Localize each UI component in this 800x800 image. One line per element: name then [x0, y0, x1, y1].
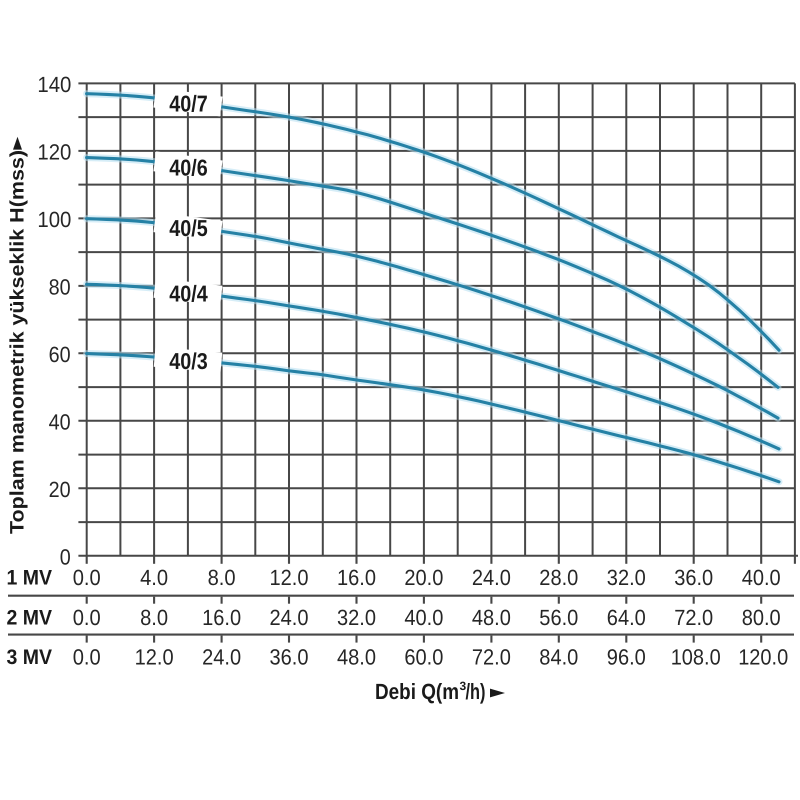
svg-text:72.0: 72.0 [674, 605, 713, 630]
svg-text:4.0: 4.0 [140, 565, 168, 590]
svg-text:3 MV: 3 MV [7, 646, 53, 669]
svg-text:20.0: 20.0 [404, 565, 443, 590]
svg-text:24.0: 24.0 [270, 605, 309, 630]
svg-text:12.0: 12.0 [135, 644, 174, 669]
svg-text:32.0: 32.0 [607, 565, 646, 590]
svg-text:60.0: 60.0 [404, 644, 443, 669]
svg-text:84.0: 84.0 [539, 644, 578, 669]
svg-text:3: 3 [460, 679, 467, 693]
svg-text:56.0: 56.0 [539, 605, 578, 630]
svg-text:72.0: 72.0 [472, 644, 511, 669]
svg-text:40/3: 40/3 [169, 348, 208, 374]
svg-text:96.0: 96.0 [607, 644, 646, 669]
svg-text:80.0: 80.0 [742, 605, 781, 630]
svg-text:108.0: 108.0 [671, 644, 721, 669]
svg-text:8.0: 8.0 [208, 565, 236, 590]
svg-text:Toplam manometrik yükseklik H(: Toplam manometrik yükseklik H(mss) [7, 150, 29, 534]
svg-text:32.0: 32.0 [337, 605, 376, 630]
svg-text:0.0: 0.0 [73, 565, 101, 590]
svg-text:100: 100 [37, 207, 71, 232]
svg-text:48.0: 48.0 [472, 605, 511, 630]
svg-text:36.0: 36.0 [674, 565, 713, 590]
svg-text:60: 60 [49, 342, 71, 367]
svg-text:40/5: 40/5 [169, 215, 208, 241]
svg-text:16.0: 16.0 [202, 605, 241, 630]
svg-text:12.0: 12.0 [270, 565, 309, 590]
svg-text:0.0: 0.0 [73, 605, 101, 630]
svg-text:24.0: 24.0 [202, 644, 241, 669]
svg-text:120: 120 [37, 140, 71, 165]
svg-text:40/7: 40/7 [169, 91, 208, 117]
svg-text:80: 80 [49, 275, 71, 300]
svg-text:48.0: 48.0 [337, 644, 376, 669]
svg-text:28.0: 28.0 [539, 565, 578, 590]
svg-text:8.0: 8.0 [140, 605, 168, 630]
svg-text:24.0: 24.0 [472, 565, 511, 590]
svg-text:40: 40 [49, 410, 71, 435]
svg-text:2 MV: 2 MV [7, 606, 53, 629]
svg-text:16.0: 16.0 [337, 565, 376, 590]
svg-text:/h): /h) [466, 679, 486, 704]
svg-text:40/4: 40/4 [169, 280, 208, 306]
svg-text:40.0: 40.0 [404, 605, 443, 630]
svg-text:20: 20 [49, 477, 71, 502]
svg-text:1 MV: 1 MV [7, 566, 53, 589]
svg-text:0: 0 [60, 545, 71, 570]
svg-text:40.0: 40.0 [742, 565, 781, 590]
svg-text:120.0: 120.0 [738, 644, 788, 669]
svg-text:Debi Q(m: Debi Q(m [375, 679, 459, 704]
svg-text:64.0: 64.0 [607, 605, 646, 630]
svg-text:36.0: 36.0 [270, 644, 309, 669]
svg-text:40/6: 40/6 [169, 154, 208, 180]
svg-text:0.0: 0.0 [73, 644, 101, 669]
svg-text:140: 140 [37, 72, 71, 97]
